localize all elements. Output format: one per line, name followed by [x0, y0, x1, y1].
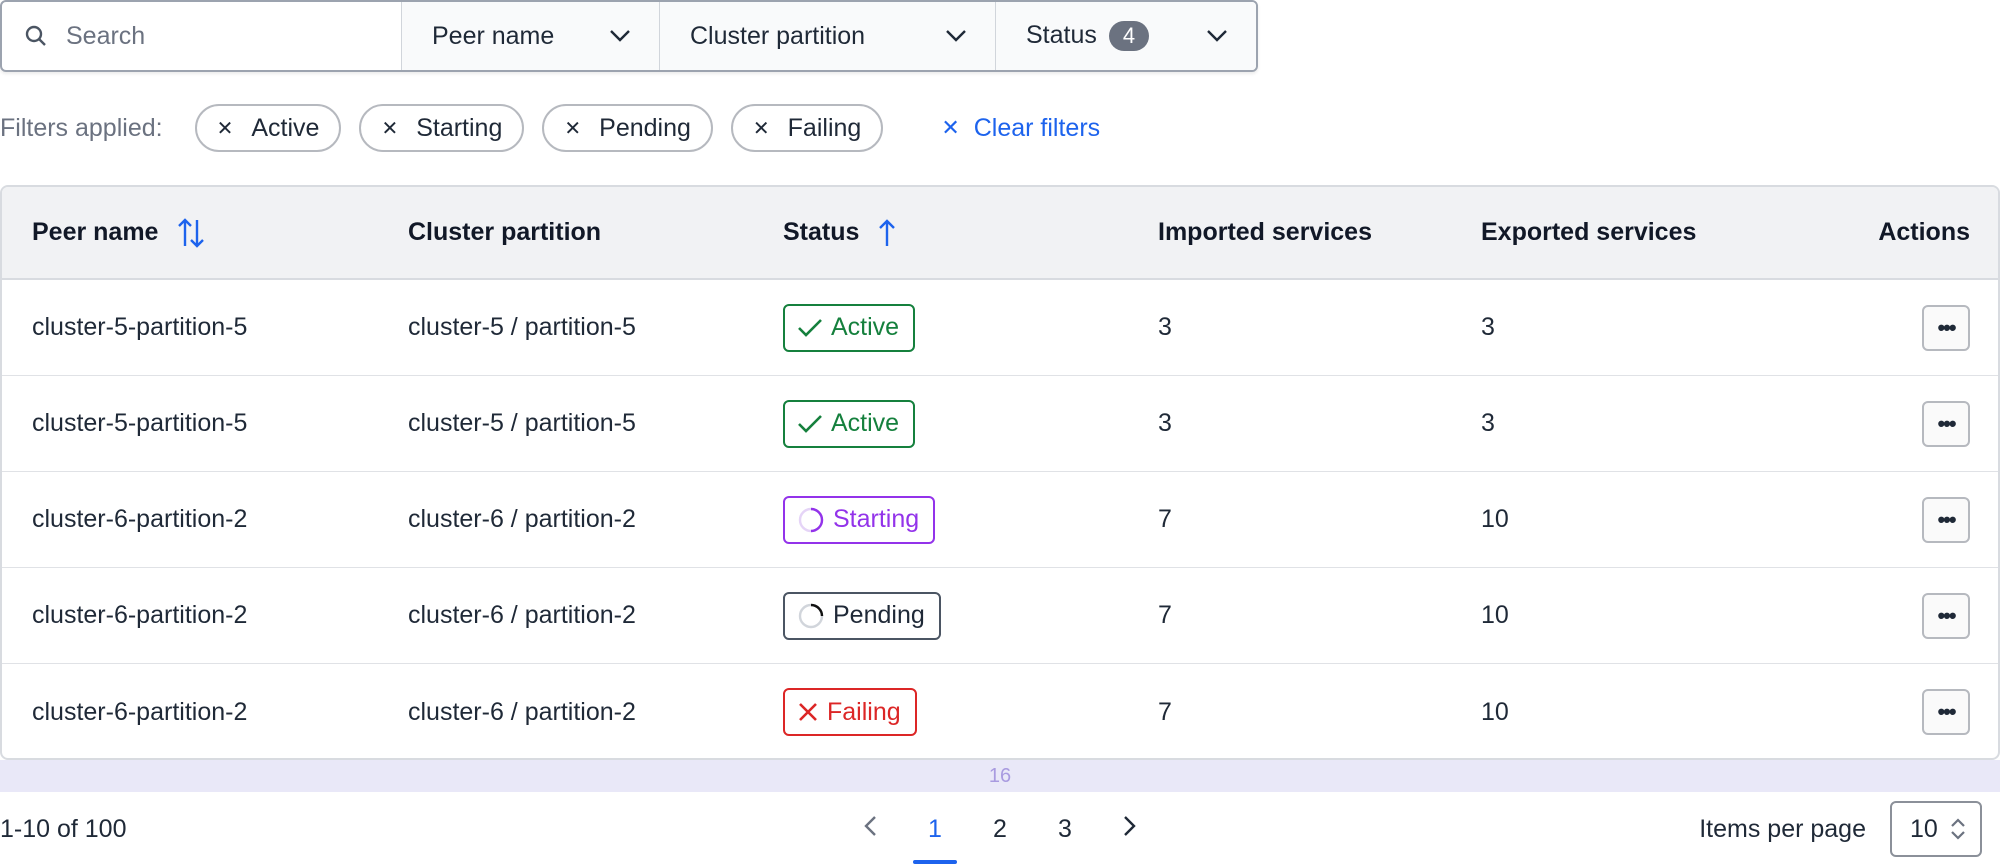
row-actions-button[interactable]: •••: [1922, 689, 1970, 735]
more-icon: •••: [1937, 506, 1956, 532]
more-icon: •••: [1937, 699, 1956, 724]
column-header-imported-services: Imported services: [1158, 218, 1372, 246]
imported-services-cell: 7: [1158, 697, 1172, 726]
column-header-peer-name[interactable]: Peer name: [32, 187, 206, 278]
row-actions-button[interactable]: •••: [1922, 400, 1970, 447]
peer-name-cell: cluster-6-partition-2: [32, 505, 248, 533]
cluster-partition-cell: cluster-6 / partition-2: [408, 697, 636, 726]
filter-chip-pending[interactable]: ✕ Pending: [542, 104, 713, 152]
table-row: cluster-6-partition-2 cluster-6 / partit…: [2, 472, 1998, 568]
close-icon[interactable]: ✕: [381, 117, 399, 140]
page-2-button[interactable]: 2: [993, 814, 1007, 843]
status-badge: Pending: [783, 591, 941, 640]
peer-name-cell: cluster-5-partition-5: [32, 313, 248, 341]
column-header-status[interactable]: Status: [783, 187, 897, 278]
search-placeholder: Search: [66, 21, 146, 50]
chevron-down-icon: [1207, 30, 1227, 42]
exported-services-cell: 3: [1481, 313, 1495, 341]
check-icon: [798, 318, 822, 337]
loading-icon: [798, 507, 824, 532]
filter-chip-failing[interactable]: ✕ Failing: [730, 104, 884, 152]
close-icon[interactable]: ✕: [752, 117, 770, 140]
peer-name-dropdown[interactable]: Peer name: [402, 2, 660, 70]
filter-chip-active[interactable]: ✕ Active: [194, 104, 342, 152]
status-badge: Active: [783, 399, 916, 448]
status-badge: Failing: [783, 688, 917, 736]
exported-services-cell: 10: [1481, 697, 1509, 726]
status-dropdown[interactable]: Status 4: [996, 2, 1256, 70]
peers-table: Peer name Cluster partition Status Impor…: [0, 185, 2000, 760]
cluster-partition-cell: cluster-6 / partition-2: [408, 505, 636, 533]
check-icon: [798, 414, 822, 433]
previous-page-button[interactable]: [850, 815, 890, 844]
search-icon: [25, 25, 46, 46]
close-icon[interactable]: ✕: [216, 117, 234, 140]
page-1-button[interactable]: 1: [913, 815, 957, 864]
cluster-partition-cell: cluster-6 / partition-2: [408, 601, 636, 629]
imported-services-cell: 7: [1158, 505, 1172, 533]
chevron-down-icon: [610, 30, 630, 42]
exported-services-cell: 3: [1481, 409, 1495, 437]
row-actions-button[interactable]: •••: [1922, 496, 1970, 543]
spacing-indicator: 16: [0, 760, 2000, 792]
more-icon: •••: [1937, 314, 1956, 340]
peer-name-cell: cluster-5-partition-5: [32, 409, 248, 437]
table-row: cluster-5-partition-5 cluster-5 / partit…: [2, 280, 1998, 376]
exported-services-cell: 10: [1481, 601, 1509, 629]
peer-name-cell: cluster-6-partition-2: [32, 601, 248, 629]
peer-name-label: Peer name: [432, 21, 555, 50]
applied-filters: Filters applied: ✕ Active ✕ Starting ✕ Pendin…: [0, 104, 1100, 152]
x-icon: [799, 703, 817, 721]
row-actions-button[interactable]: •••: [1922, 304, 1970, 351]
cluster-partition-label: Cluster partition: [690, 21, 866, 50]
cluster-partition-cell: cluster-5 / partition-5: [408, 313, 636, 341]
status-badge: Starting: [783, 495, 936, 544]
close-icon[interactable]: ✕: [564, 117, 582, 140]
clear-filters-button[interactable]: ✕ Clear filters: [941, 114, 1100, 143]
next-page-button[interactable]: [1110, 815, 1150, 844]
peer-name-cell: cluster-6-partition-2: [32, 697, 248, 726]
sort-ascending-icon: [879, 218, 896, 246]
pagination: 1 2 3: [850, 805, 1150, 864]
sort-icon: [178, 217, 205, 248]
column-header-exported-services: Exported services: [1481, 218, 1697, 246]
chevron-right-icon: [1124, 815, 1136, 836]
more-icon: •••: [1937, 602, 1956, 628]
page-3-button[interactable]: 3: [1058, 814, 1072, 843]
pagination-range: 1-10 of 100: [0, 814, 127, 843]
filters-applied-label: Filters applied:: [0, 113, 163, 142]
imported-services-cell: 7: [1158, 601, 1172, 629]
chevron-up-down-icon: [1951, 818, 1965, 840]
row-actions-button[interactable]: •••: [1922, 592, 1970, 639]
table-header: Peer name Cluster partition Status Impor…: [2, 187, 1998, 280]
table-row: cluster-5-partition-5 cluster-5 / partit…: [2, 376, 1998, 472]
status-badge: Active: [783, 303, 916, 352]
items-per-page-label: Items per page: [1699, 814, 1866, 843]
status-count-badge: 4: [1108, 21, 1150, 51]
column-header-cluster-partition[interactable]: Cluster partition: [408, 218, 602, 246]
items-per-page: Items per page 10: [1699, 801, 1982, 857]
imported-services-cell: 3: [1158, 409, 1172, 437]
filter-chip-starting[interactable]: ✕ Starting: [359, 104, 525, 152]
loading-icon: [798, 603, 824, 628]
status-label: Status: [1026, 21, 1097, 49]
chevron-down-icon: [946, 30, 966, 42]
close-icon: ✕: [941, 115, 960, 140]
items-per-page-select[interactable]: 10: [1890, 801, 1982, 857]
chevron-left-icon: [864, 815, 876, 836]
filter-toolbar: Search Peer name Cluster partition Statu…: [0, 0, 1258, 72]
table-row: cluster-6-partition-2 cluster-6 / partit…: [2, 664, 1998, 758]
table-row: cluster-6-partition-2 cluster-6 / partit…: [2, 568, 1998, 664]
column-header-actions: Actions: [1878, 218, 1970, 246]
search-input[interactable]: Search: [2, 2, 402, 70]
cluster-partition-dropdown[interactable]: Cluster partition: [660, 2, 996, 70]
imported-services-cell: 3: [1158, 313, 1172, 341]
clear-filters-label: Clear filters: [973, 113, 1101, 142]
more-icon: •••: [1937, 410, 1956, 436]
exported-services-cell: 10: [1481, 505, 1509, 533]
cluster-partition-cell: cluster-5 / partition-5: [408, 409, 636, 437]
